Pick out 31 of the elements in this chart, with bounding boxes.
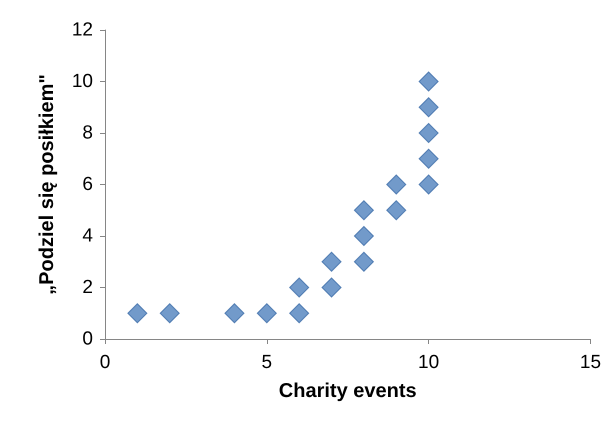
point bbox=[354, 226, 374, 246]
point bbox=[160, 303, 180, 324]
point bbox=[256, 303, 277, 324]
point bbox=[386, 200, 406, 220]
point bbox=[289, 303, 310, 324]
y-tick-label: 12 bbox=[72, 20, 93, 40]
y-axis-title: „Podziel się posiłkiem" bbox=[36, 74, 58, 295]
point bbox=[418, 97, 439, 118]
point bbox=[322, 252, 342, 272]
x-axis-title: Charity events bbox=[278, 380, 417, 402]
x-tick-label: 5 bbox=[262, 352, 272, 373]
y-tick-label: 6 bbox=[82, 174, 93, 195]
point bbox=[289, 278, 310, 298]
y-tick-label: 0 bbox=[82, 328, 93, 350]
x-tick-label: 10 bbox=[418, 352, 440, 373]
point bbox=[418, 148, 439, 169]
x-tick-label: 0 bbox=[100, 352, 110, 373]
x-tick-label: 15 bbox=[580, 352, 602, 373]
point bbox=[386, 174, 406, 194]
point bbox=[418, 123, 439, 143]
point bbox=[224, 303, 244, 324]
point bbox=[354, 200, 374, 220]
point bbox=[354, 252, 374, 272]
point bbox=[322, 278, 342, 298]
point bbox=[418, 174, 439, 194]
y-tick-label: 2 bbox=[82, 277, 93, 298]
point bbox=[127, 303, 148, 324]
y-tick-label: 4 bbox=[82, 226, 94, 246]
point bbox=[418, 72, 439, 92]
y-tick-label: 8 bbox=[82, 122, 93, 144]
y-tick-label: 10 bbox=[72, 71, 93, 92]
